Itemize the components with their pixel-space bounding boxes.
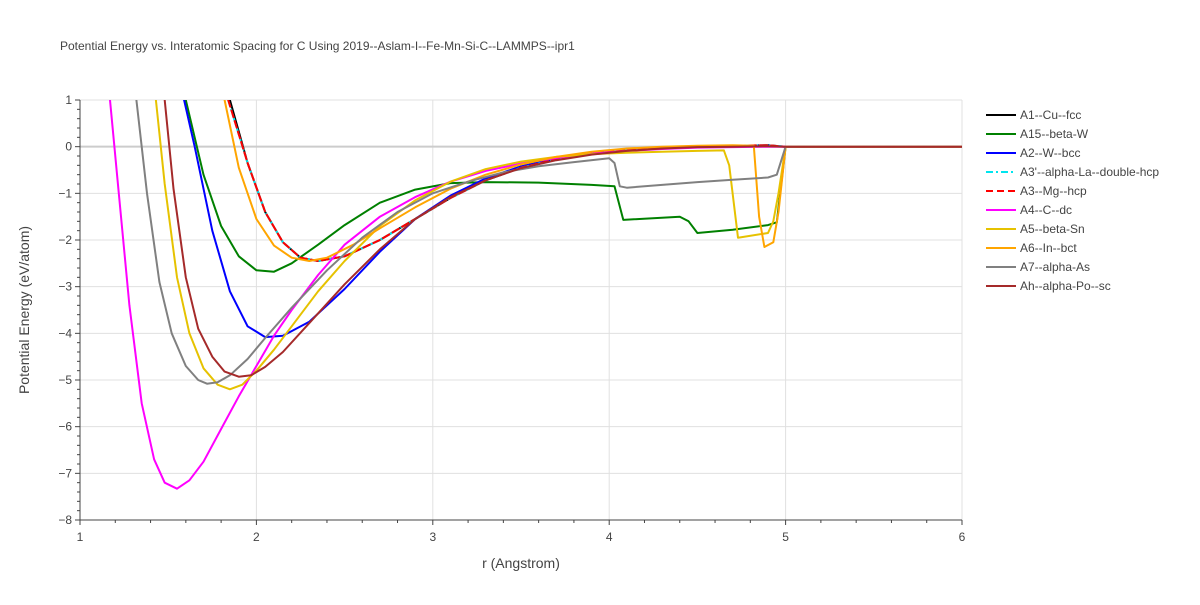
y-tick-label: 0	[65, 140, 72, 154]
legend-item[interactable]: Ah--alpha-Po--sc	[986, 279, 1111, 293]
x-tick-label: 3	[429, 530, 436, 544]
legend-label: A6--In--bct	[1020, 241, 1077, 255]
x-tick-labels: 1 2 3 4 5 6	[77, 530, 966, 544]
legend-item[interactable]: A4--C--dc	[986, 203, 1072, 217]
y-axis-title: Potential Energy (eV/atom)	[16, 226, 32, 394]
y-tick-label: −6	[58, 420, 72, 434]
x-tick-label: 1	[77, 530, 84, 544]
legend-label: A5--beta-Sn	[1020, 222, 1085, 236]
legend-item[interactable]: A6--In--bct	[986, 241, 1077, 255]
legend-item[interactable]: A5--beta-Sn	[986, 222, 1085, 236]
legend-label: Ah--alpha-Po--sc	[1020, 279, 1111, 293]
x-axis-title: r (Angstrom)	[482, 555, 560, 571]
x-tick-label: 6	[959, 530, 966, 544]
series-line-7	[154, 100, 962, 391]
legend-label: A3'--alpha-La--double-hcp	[1020, 165, 1159, 179]
series-line-3	[183, 100, 962, 339]
y-tick-label: −5	[58, 373, 72, 387]
series-line-9	[135, 100, 962, 385]
y-tick-label: 1	[65, 93, 72, 107]
legend-item[interactable]: A1--Cu--fcc	[986, 108, 1081, 122]
axes	[75, 99, 963, 525]
y-tick-label: −8	[58, 513, 72, 527]
y-tick-label: −4	[58, 326, 72, 340]
x-tick-label: 4	[606, 530, 613, 544]
chart-title: Potential Energy vs. Interatomic Spacing…	[60, 39, 575, 53]
series-line-10	[163, 100, 962, 378]
legend-label: A1--Cu--fcc	[1020, 108, 1081, 122]
y-tick-label: −3	[58, 280, 72, 294]
legend-label: A7--alpha-As	[1020, 260, 1090, 274]
legend-item[interactable]: A2--W--bcc	[986, 146, 1080, 160]
x-tick-label: 2	[253, 530, 260, 544]
legend-item[interactable]: A7--alpha-As	[986, 260, 1090, 274]
series-lines	[109, 100, 962, 490]
y-tick-label: −7	[58, 466, 72, 480]
legend-item[interactable]: A3--Mg--hcp	[986, 184, 1087, 198]
y-tick-labels: 1 0 −1 −2 −3 −4 −5 −6 −7 −8	[58, 93, 72, 527]
series-line-4	[227, 100, 962, 262]
y-tick-label: −1	[58, 186, 72, 200]
grid-lines	[79, 99, 963, 521]
legend-label: A4--C--dc	[1020, 203, 1072, 217]
legend: A1--Cu--fcc A15--beta-W A2--W--bcc A3'--alp…	[986, 108, 1159, 293]
legend-label: A2--W--bcc	[1020, 146, 1080, 160]
x-tick-label: 5	[782, 530, 789, 544]
y-tick-label: −2	[58, 233, 72, 247]
legend-item[interactable]: A3'--alpha-La--double-hcp	[986, 165, 1159, 179]
series-line-5	[227, 100, 962, 262]
legend-label: A3--Mg--hcp	[1020, 184, 1087, 198]
series-line-1	[228, 100, 962, 262]
legend-label: A15--beta-W	[1020, 127, 1089, 141]
series-line-8	[223, 100, 962, 262]
series-line-2	[184, 100, 962, 273]
legend-item[interactable]: A15--beta-W	[986, 127, 1089, 141]
